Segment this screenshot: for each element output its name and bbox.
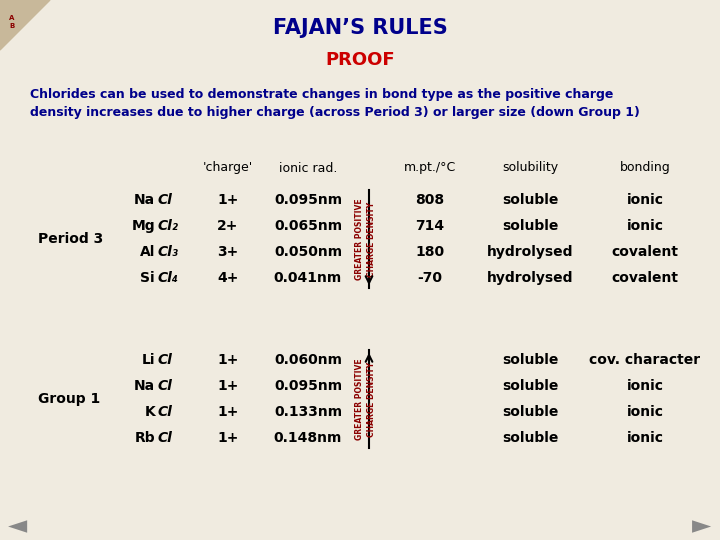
Text: covalent: covalent	[611, 245, 678, 259]
Text: ionic: ionic	[626, 219, 664, 233]
Text: CHARGE DENSITY: CHARGE DENSITY	[367, 201, 377, 276]
Text: Rb: Rb	[135, 431, 155, 445]
Text: Si: Si	[140, 271, 155, 285]
Text: Li: Li	[142, 353, 155, 367]
Text: Cl: Cl	[157, 193, 172, 207]
Text: 714: 714	[415, 219, 444, 233]
Text: A
B: A B	[9, 16, 14, 29]
Text: Mg: Mg	[131, 219, 155, 233]
Text: Cl: Cl	[157, 379, 172, 393]
Text: ►: ►	[693, 514, 711, 538]
Text: CHARGE DENSITY: CHARGE DENSITY	[367, 361, 377, 436]
Text: ionic: ionic	[626, 193, 664, 207]
Text: Period 3: Period 3	[38, 232, 103, 246]
Text: Na: Na	[134, 193, 155, 207]
Text: hydrolysed: hydrolysed	[487, 245, 573, 259]
Text: Cl₃: Cl₃	[157, 245, 178, 259]
Text: 4+: 4+	[217, 271, 239, 285]
Text: hydrolysed: hydrolysed	[487, 271, 573, 285]
Text: 0.050nm: 0.050nm	[274, 245, 342, 259]
Text: ionic: ionic	[626, 431, 664, 445]
Text: ionic: ionic	[626, 379, 664, 393]
Text: Na: Na	[134, 379, 155, 393]
Text: Chlorides can be used to demonstrate changes in bond type as the positive charge: Chlorides can be used to demonstrate cha…	[30, 88, 613, 101]
Text: 808: 808	[415, 193, 444, 207]
Text: solubility: solubility	[502, 161, 558, 174]
Text: 0.095nm: 0.095nm	[274, 379, 342, 393]
Text: -70: -70	[418, 271, 443, 285]
Text: 1+: 1+	[217, 353, 239, 367]
Text: soluble: soluble	[502, 193, 558, 207]
Text: FAJAN’S RULES: FAJAN’S RULES	[273, 18, 447, 38]
Text: Cl: Cl	[157, 431, 172, 445]
Text: soluble: soluble	[502, 219, 558, 233]
Text: 1+: 1+	[217, 379, 239, 393]
Text: K: K	[144, 405, 155, 419]
Text: soluble: soluble	[502, 431, 558, 445]
Text: Cl: Cl	[157, 353, 172, 367]
Text: 'charge': 'charge'	[203, 161, 253, 174]
Text: 0.065nm: 0.065nm	[274, 219, 342, 233]
Text: 1+: 1+	[217, 193, 239, 207]
Text: 0.148nm: 0.148nm	[274, 431, 342, 445]
Text: 1+: 1+	[217, 431, 239, 445]
Text: 0.095nm: 0.095nm	[274, 193, 342, 207]
Text: soluble: soluble	[502, 405, 558, 419]
Text: 0.060nm: 0.060nm	[274, 353, 342, 367]
Text: density increases due to higher charge (across Period 3) or larger size (down Gr: density increases due to higher charge (…	[30, 106, 640, 119]
Text: ionic: ionic	[626, 405, 664, 419]
Text: ionic rad.: ionic rad.	[279, 161, 337, 174]
Text: ◄: ◄	[9, 514, 27, 538]
Text: Cl: Cl	[157, 405, 172, 419]
Text: Group 1: Group 1	[38, 392, 100, 406]
Text: Cl₂: Cl₂	[157, 219, 178, 233]
Text: 0.133nm: 0.133nm	[274, 405, 342, 419]
Text: Cl₄: Cl₄	[157, 271, 178, 285]
Text: covalent: covalent	[611, 271, 678, 285]
Text: cov. character: cov. character	[590, 353, 701, 367]
Text: 1+: 1+	[217, 405, 239, 419]
Text: m.pt./°C: m.pt./°C	[404, 161, 456, 174]
Text: soluble: soluble	[502, 379, 558, 393]
Text: PROOF: PROOF	[325, 51, 395, 69]
Polygon shape	[0, 0, 50, 50]
Text: GREATER POSITIVE: GREATER POSITIVE	[354, 198, 364, 280]
Text: 0.041nm: 0.041nm	[274, 271, 342, 285]
Text: soluble: soluble	[502, 353, 558, 367]
Text: GREATER POSITIVE: GREATER POSITIVE	[354, 358, 364, 440]
Text: Al: Al	[140, 245, 155, 259]
Text: 3+: 3+	[217, 245, 238, 259]
Text: 180: 180	[415, 245, 444, 259]
Text: bonding: bonding	[620, 161, 670, 174]
Text: 2+: 2+	[217, 219, 239, 233]
